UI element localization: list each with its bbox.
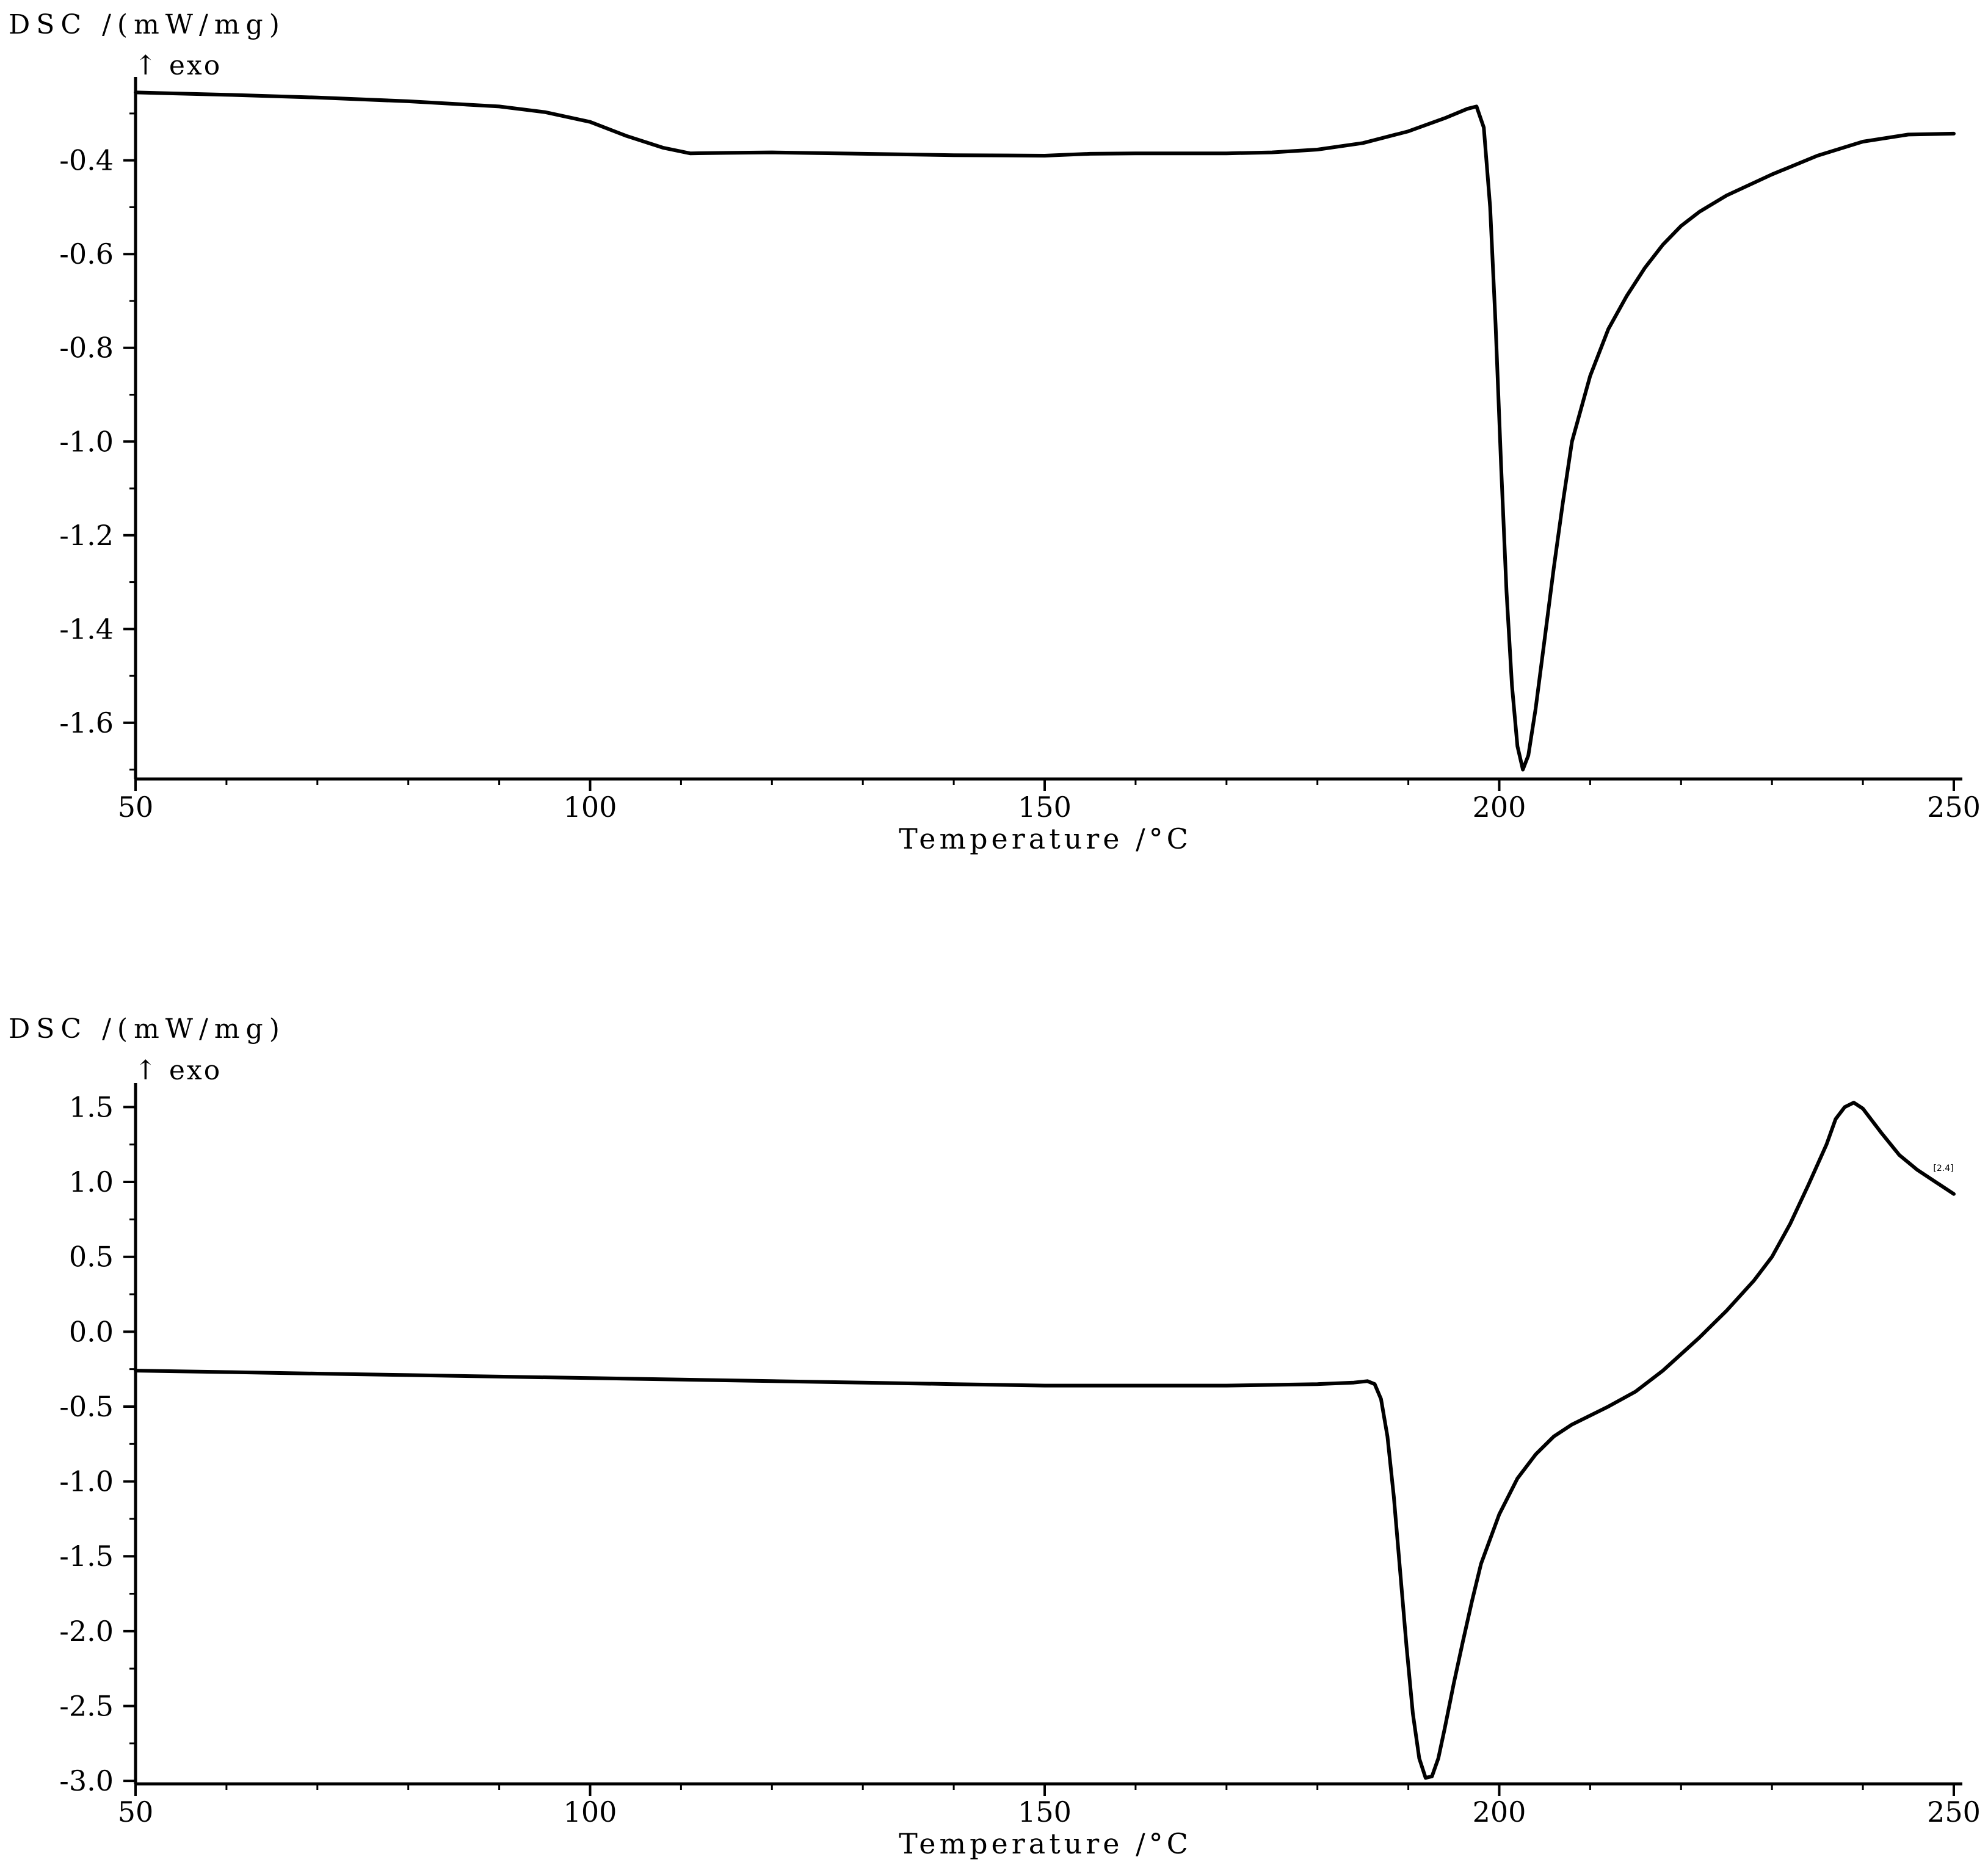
tick-labels: 50 100 150 200 250 1.5 1.0 0.5 0.0 -0.5 -1.0 -1.5 -2… (59, 1090, 1981, 1828)
y-tick-label: -1.2 (59, 519, 114, 552)
y-tick-label: -0.5 (59, 1390, 114, 1423)
x-tick-label: 200 (1473, 791, 1526, 824)
y-tick-label: -2.5 (59, 1689, 114, 1722)
x-axis-label: Temperature /°C (899, 1827, 1192, 1860)
y-tick-label: -1.0 (59, 1465, 114, 1498)
dsc-panel-bottom: DSC /(mW/mg) ↑ exo 50 100 150 200 250 1.5 1.0 0… (9, 1013, 1981, 1860)
tick-labels: 50 100 150 200 250 -0.4 -0.6 -0.8 -1.0 -1.2 -1.4 -1… (59, 144, 1981, 824)
x-tick-label: 50 (118, 791, 154, 824)
x-axis-label: Temperature /°C (899, 822, 1192, 855)
exo-direction-label: ↑ exo (134, 1055, 222, 1086)
y-tick-label: 1.5 (69, 1090, 114, 1123)
x-tick-label: 150 (1018, 1795, 1072, 1828)
y-tick-label: -1.5 (59, 1540, 114, 1573)
dsc-panel-top: DSC /(mW/mg) ↑ exo 50 100 150 200 250 -0.4 -0.… (9, 9, 1981, 855)
y-tick-label: -0.6 (59, 237, 114, 270)
y-tick-label: 0.5 (69, 1241, 114, 1273)
x-tick-label: 100 (564, 1795, 617, 1828)
x-tick-label: 200 (1473, 1795, 1526, 1828)
curve-annotation: [2.4] (1933, 1164, 1953, 1173)
y-tick-label: -1.4 (59, 612, 114, 645)
x-tick-label: 100 (564, 791, 617, 824)
x-tick-label: 250 (1927, 1795, 1981, 1828)
x-tick-label: 50 (118, 1795, 154, 1828)
y-tick-label: -2.0 (59, 1615, 114, 1648)
y-tick-label: -3.0 (59, 1764, 114, 1797)
dsc-curve (134, 1101, 1956, 1780)
y-axis-label: DSC /(mW/mg) (9, 1013, 286, 1045)
y-axis-label: DSC /(mW/mg) (9, 9, 286, 40)
y-tick-label: -0.8 (59, 331, 114, 364)
axes (123, 1083, 1962, 1796)
x-tick-label: 250 (1927, 791, 1981, 824)
x-tick-label: 150 (1018, 791, 1072, 824)
y-tick-label: 0.0 (69, 1315, 114, 1348)
y-tick-label: -0.4 (59, 144, 114, 177)
y-tick-label: 1.0 (69, 1165, 114, 1198)
exo-direction-label: ↑ exo (134, 50, 222, 81)
axes (123, 77, 1962, 791)
dsc-curve (134, 90, 1956, 772)
y-tick-label: -1.6 (59, 706, 114, 739)
y-tick-label: -1.0 (59, 425, 114, 458)
